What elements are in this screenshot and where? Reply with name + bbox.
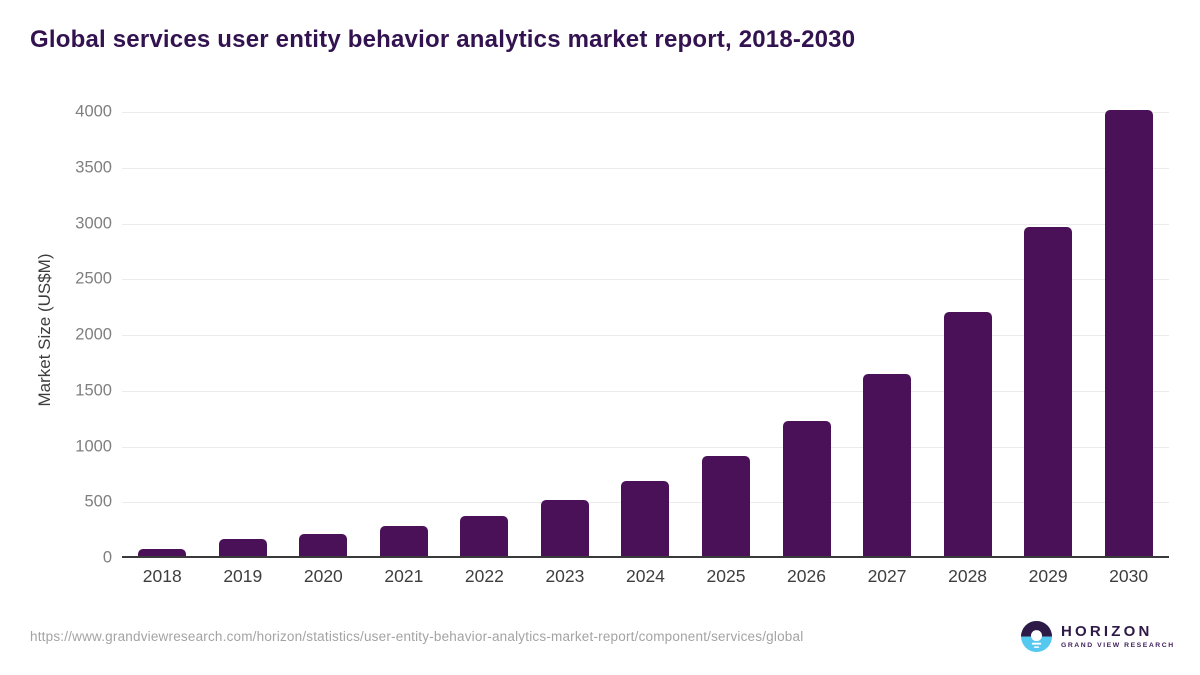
bar-slot: [605, 112, 686, 556]
bar-2030: [1104, 110, 1153, 556]
bar-slot: [847, 112, 928, 556]
bar-slot: [1008, 112, 1089, 556]
y-tick-label: 3000: [75, 214, 112, 232]
x-tick-label: 2026: [787, 566, 826, 586]
gridline: [122, 446, 1169, 448]
x-tick-label: 2020: [303, 566, 343, 586]
gridline: [122, 279, 1169, 281]
bar-2020: [299, 534, 348, 556]
bar-2024: [621, 481, 670, 556]
x-tick-label: 2025: [706, 566, 746, 586]
y-tick-label: 0: [102, 548, 112, 567]
gridline: [122, 167, 1169, 169]
horizon-logo-icon: [1021, 621, 1052, 652]
x-tick-label: 2022: [464, 566, 504, 586]
gridline: [122, 223, 1169, 225]
source-url: https://www.grandviewresearch.com/horizo…: [30, 629, 804, 644]
bar-2018: [138, 549, 187, 556]
bar-slot: [525, 112, 606, 556]
x-tick-label: 2023: [545, 566, 585, 586]
horizon-logo: HORIZON GRAND VIEW RESEARCH: [1021, 621, 1175, 652]
y-tick-label: 2500: [75, 269, 112, 288]
bar-2021: [379, 526, 428, 556]
bar-2025: [701, 455, 750, 556]
y-axis-ticks: 0 500 1000 1500 2000 2500 3000 3500 4000: [40, 103, 112, 567]
bar-slot: [686, 112, 767, 556]
y-tick-label: 1500: [75, 381, 112, 400]
logo-sub-brand: GRAND VIEW RESEARCH: [1061, 642, 1175, 650]
x-tick-label: 2019: [223, 566, 263, 586]
gridline: [122, 112, 1169, 113]
bar-slot: [364, 112, 445, 556]
bar-2029: [1024, 227, 1073, 556]
gridline: [122, 390, 1169, 392]
bar-2019: [218, 539, 267, 556]
bar-2027: [863, 374, 912, 556]
y-tick-label: 4000: [75, 102, 112, 121]
bar-2023: [540, 500, 589, 556]
x-axis-labels: 2018 2019 2020 2021 2022 2023 2024 2025 2026 2027…: [122, 566, 1169, 587]
bar-slot: [1088, 110, 1169, 556]
gridline: [122, 335, 1169, 336]
x-tick-label: 2027: [867, 566, 907, 586]
bar-slot: [283, 112, 364, 556]
x-tick-label: 2028: [948, 566, 988, 586]
bar-slot: [927, 112, 1008, 556]
bar-2028: [943, 311, 992, 556]
x-tick-label: 2024: [625, 566, 665, 586]
bar-slot: [766, 112, 847, 556]
y-tick-label: 500: [84, 492, 112, 511]
x-tick-label: 2030: [1109, 566, 1149, 586]
bar-slot: [444, 112, 525, 556]
bar-slot: [203, 112, 284, 556]
x-tick-label: 2021: [384, 566, 424, 586]
bars-container: [122, 110, 1169, 556]
y-tick-label: 3500: [75, 158, 112, 177]
x-tick-label: 2018: [142, 566, 182, 586]
plot-area: [122, 110, 1169, 558]
bar-slot: [122, 112, 203, 556]
y-tick-label: 2000: [75, 325, 112, 344]
horizon-logo-text: HORIZON GRAND VIEW RESEARCH: [1061, 622, 1175, 650]
y-tick-label: 1000: [75, 437, 112, 455]
logo-brand-name: HORIZON: [1061, 622, 1153, 640]
x-tick-label: 2029: [1028, 566, 1068, 586]
page-title: Global services user entity behavior ana…: [30, 26, 856, 53]
bar-2026: [782, 421, 831, 556]
bar-2022: [460, 515, 509, 556]
